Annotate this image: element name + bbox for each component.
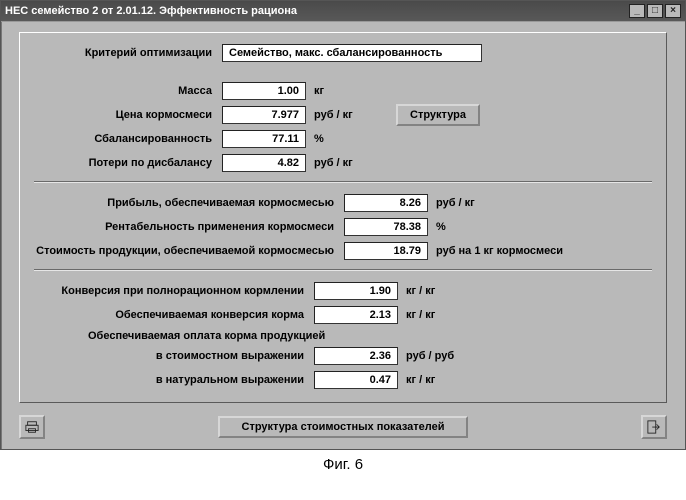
prodcost-unit: руб на 1 кг кормосмеси <box>428 245 563 257</box>
exit-icon <box>647 420 661 434</box>
separator <box>34 269 652 271</box>
mass-label: Масса <box>34 85 222 97</box>
minimize-button[interactable]: _ <box>629 4 645 18</box>
convfull-value: 1.90 <box>314 282 398 300</box>
maximize-button[interactable]: □ <box>647 4 663 18</box>
renta-unit: % <box>428 221 446 233</box>
main-panel: Критерий оптимизации Семейство, макс. сб… <box>19 32 667 403</box>
separator <box>34 181 652 183</box>
app-window: НЕС семейство 2 от 2.01.12. Эффективност… <box>0 0 686 450</box>
mass-value: 1.00 <box>222 82 306 100</box>
profit-label: Прибыль, обеспечиваемая кормосмесью <box>34 197 344 209</box>
exit-button[interactable] <box>641 415 667 439</box>
cost-structure-button[interactable]: Структура стоимостных показателей <box>218 416 469 438</box>
convprov-label: Обеспечиваемая конверсия корма <box>34 309 314 321</box>
print-button[interactable] <box>19 415 45 439</box>
structure-button[interactable]: Структура <box>396 104 480 126</box>
loss-value: 4.82 <box>222 154 306 172</box>
criteria-label: Критерий оптимизации <box>34 47 222 59</box>
prodcost-value: 18.79 <box>344 242 428 260</box>
balance-unit: % <box>306 133 324 145</box>
titlebar: НЕС семейство 2 от 2.01.12. Эффективност… <box>1 1 685 21</box>
paynat-label: в натуральном выражении <box>34 374 314 386</box>
paynat-unit: кг / кг <box>398 374 435 386</box>
price-label: Цена кормосмеси <box>34 109 222 121</box>
loss-label: Потери по дисбалансу <box>34 157 222 169</box>
loss-unit: руб / кг <box>306 157 353 169</box>
convprov-value: 2.13 <box>314 306 398 324</box>
price-unit: руб / кг <box>306 109 396 121</box>
figure-caption: Фиг. 6 <box>0 456 686 473</box>
paycost-label: в стоимостном выражении <box>34 350 314 362</box>
profit-unit: руб / кг <box>428 197 475 209</box>
close-button[interactable]: × <box>665 4 681 18</box>
bottom-toolbar: Структура стоимостных показателей <box>1 409 685 449</box>
renta-label: Рентабельность применения кормосмеси <box>34 221 344 233</box>
convfull-unit: кг / кг <box>398 285 435 297</box>
price-value: 7.977 <box>222 106 306 124</box>
convprov-unit: кг / кг <box>398 309 435 321</box>
paycost-value: 2.36 <box>314 347 398 365</box>
window-title: НЕС семейство 2 от 2.01.12. Эффективност… <box>5 5 629 17</box>
convfull-label: Конверсия при полнорационном кормлении <box>34 285 314 297</box>
profit-value: 8.26 <box>344 194 428 212</box>
renta-value: 78.38 <box>344 218 428 236</box>
paynat-value: 0.47 <box>314 371 398 389</box>
balance-value: 77.11 <box>222 130 306 148</box>
pay-header: Обеспечиваемая оплата корма продукцией <box>88 330 652 342</box>
paycost-unit: руб / руб <box>398 350 454 362</box>
criteria-value: Семейство, макс. сбалансированность <box>222 44 482 62</box>
prodcost-label: Стоимость продукции, обеспечиваемой корм… <box>34 245 344 257</box>
printer-icon <box>25 420 39 434</box>
balance-label: Сбалансированность <box>34 133 222 145</box>
mass-unit: кг <box>306 85 324 97</box>
